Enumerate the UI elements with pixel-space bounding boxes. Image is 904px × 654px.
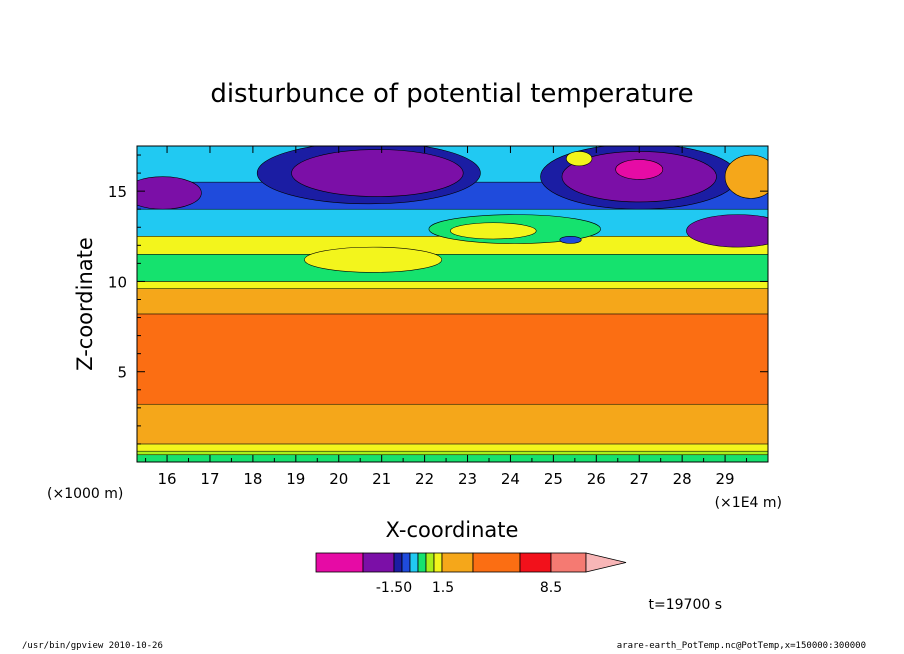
colorbar-tick-label: 8.5	[540, 580, 562, 596]
colorbar-segment-4	[409, 552, 419, 573]
colorbar-segment-3	[401, 552, 411, 573]
colorbar-tick-label: -1.50	[376, 580, 412, 596]
contour-band-1	[137, 450, 768, 456]
x-tick-label: 26	[587, 470, 606, 488]
colorbar-segment-2	[393, 552, 403, 573]
y-axis: 5 10 15	[108, 154, 768, 445]
contour-feature-11	[724, 154, 768, 199]
colorbar-segment-8	[441, 552, 474, 573]
y-tick-label: 15	[108, 183, 127, 201]
contour-feature-5	[137, 176, 202, 210]
colorbar-segment-5	[417, 552, 427, 573]
y-tick-label: 5	[117, 364, 127, 382]
contour-band-6	[137, 281, 768, 289]
contour-feature-6	[686, 214, 768, 248]
footer-source: arare-earth_PotTemp.nc@PotTemp,x=150000:…	[616, 641, 866, 651]
colorbar-segment-10	[519, 552, 552, 573]
x-tick-label: 28	[673, 470, 692, 488]
x-tick-label: 22	[415, 470, 434, 488]
footer-program-date: /usr/bin/gpview 2010-10-26	[22, 641, 163, 651]
plot-frame	[136, 145, 769, 463]
x-tick-label: 21	[372, 470, 391, 488]
colorbar-segment-1	[362, 552, 395, 573]
y-axis-title: Z-coordinate	[73, 237, 97, 371]
contour-feature-10	[565, 151, 593, 167]
y-tick-label: 10	[108, 273, 127, 291]
x-tick-label: 16	[158, 470, 177, 488]
x-unit-left-label: (×1000 m)	[47, 486, 123, 502]
contour-feature-12	[304, 246, 443, 273]
colorbar	[315, 552, 627, 573]
contour-band-3	[137, 403, 768, 445]
contour-band-4	[137, 313, 768, 405]
contour-feature-9	[559, 235, 582, 244]
x-tick-label: 25	[544, 470, 563, 488]
x-tick-label: 18	[243, 470, 262, 488]
x-unit-right-label: (×1E4 m)	[715, 495, 782, 511]
x-tick-label: 17	[200, 470, 219, 488]
contour-feature-4	[615, 159, 664, 180]
colorbar-segment-6	[425, 552, 435, 573]
contour-band-7	[137, 254, 768, 282]
contour-feature-1	[291, 149, 464, 197]
x-axis: 16 17 18 19 20 21 22 23 24 25 26 27 28 29	[145, 146, 748, 488]
colorbar-tick-labels: -1.50 1.5 8.5	[376, 580, 562, 596]
time-label: t=19700 s	[649, 597, 723, 613]
x-tick-label: 24	[501, 470, 520, 488]
contour-feature-8	[450, 222, 537, 240]
x-axis-title: X-coordinate	[386, 518, 519, 542]
x-tick-label: 20	[329, 470, 348, 488]
x-tick-label: 23	[458, 470, 477, 488]
x-tick-label: 19	[286, 470, 305, 488]
colorbar-segment-0	[315, 552, 364, 573]
colorbar-arrow	[585, 552, 627, 573]
colorbar-segment-9	[472, 552, 521, 573]
contour-band-5	[137, 288, 768, 315]
chart-title: disturbunce of potential temperature	[210, 79, 693, 109]
contour-band-2	[137, 443, 768, 452]
colorbar-tick-label: 1.5	[432, 580, 454, 596]
contour-field	[137, 146, 768, 462]
colorbar-segment-11	[550, 552, 587, 573]
x-tick-label: 29	[716, 470, 735, 488]
x-tick-label: 27	[630, 470, 649, 488]
colorbar-segment-7	[433, 552, 443, 573]
